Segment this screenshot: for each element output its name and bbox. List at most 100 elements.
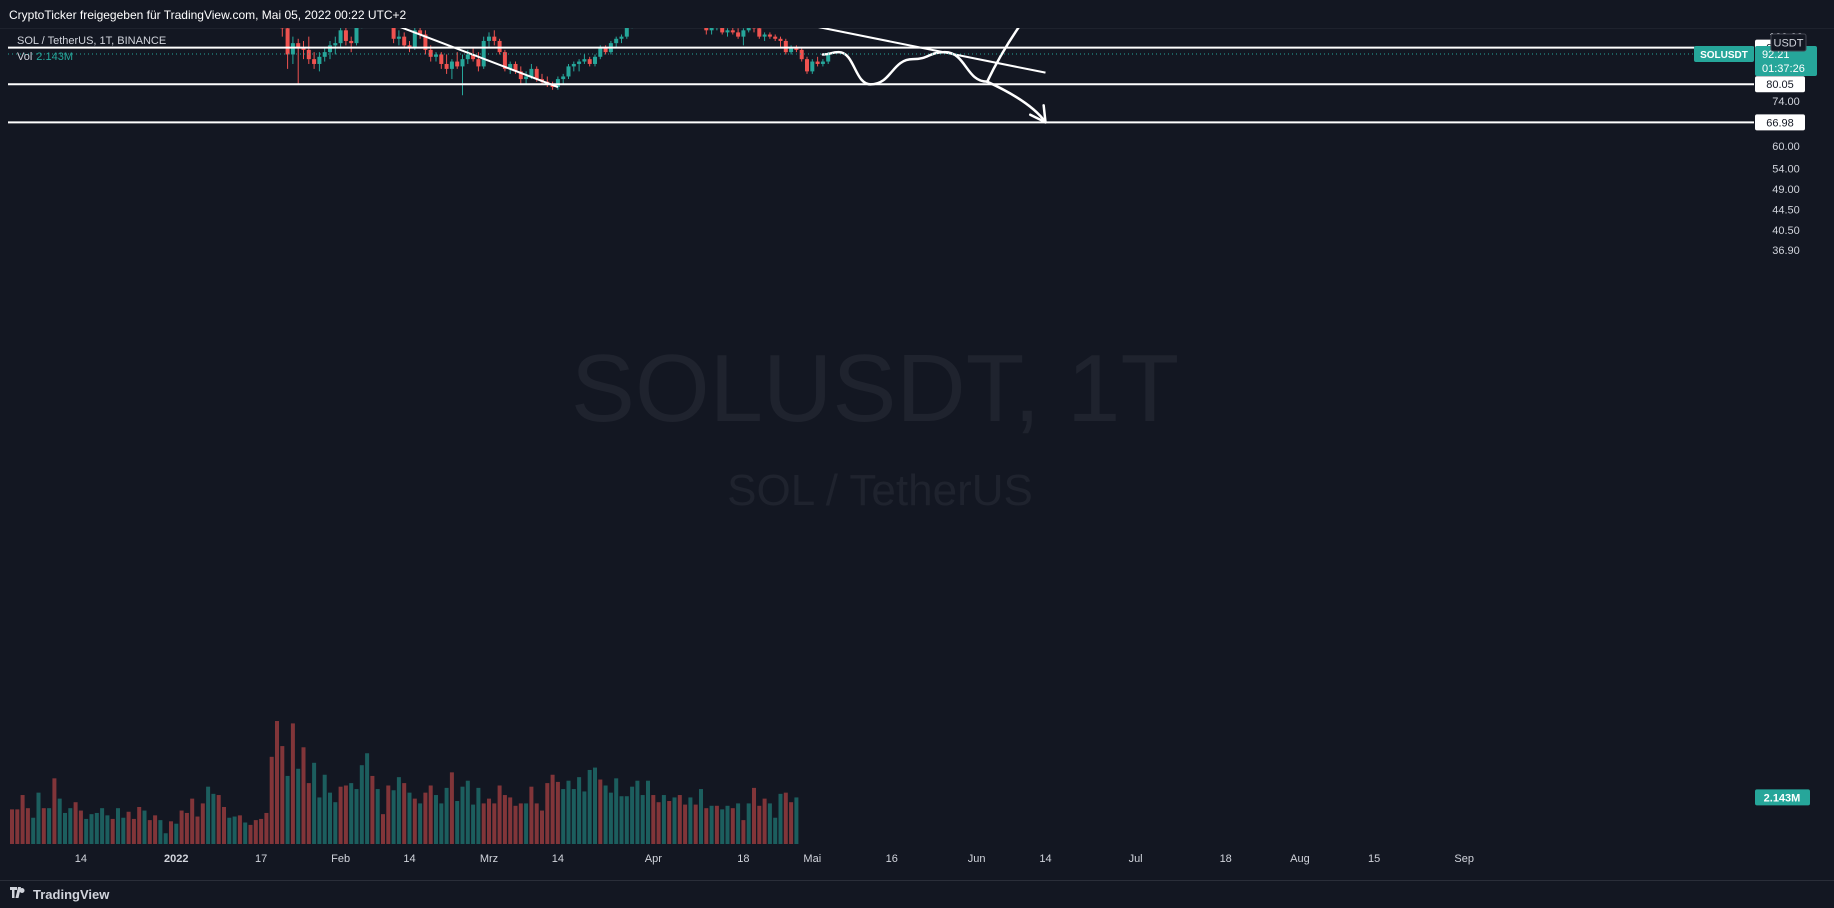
volume-bar xyxy=(217,795,221,844)
volume-bar xyxy=(466,781,470,844)
candle-body xyxy=(349,41,353,43)
volume-bar xyxy=(270,757,274,844)
volume-bar xyxy=(84,819,88,844)
candle-body xyxy=(455,62,459,67)
volume-bar xyxy=(731,808,735,844)
time-axis-label: 16 xyxy=(886,853,898,865)
countdown-label: 01:37:26 xyxy=(1762,63,1805,75)
volume-bar xyxy=(259,819,263,844)
time-axis-label: Feb xyxy=(331,853,350,865)
volume-bar xyxy=(620,796,624,844)
candle-body xyxy=(317,57,321,64)
volume-bar xyxy=(763,799,767,844)
time-axis-label: Sep xyxy=(1454,853,1474,865)
candle-body xyxy=(821,62,825,64)
time-axis-label: Mai xyxy=(803,853,821,865)
candle-body xyxy=(450,62,454,69)
candle-body xyxy=(344,30,348,41)
candle-body xyxy=(498,41,502,52)
volume-bar xyxy=(678,795,682,844)
volume-bar xyxy=(312,763,316,844)
projection-arrow-up xyxy=(987,28,1056,82)
candle-body xyxy=(816,62,820,64)
volume-bar xyxy=(439,803,443,844)
time-axis-label: 14 xyxy=(1039,853,1051,865)
volume-bar xyxy=(519,803,523,844)
time-axis-label: 17 xyxy=(255,853,267,865)
candle-body xyxy=(731,30,735,32)
price-chart[interactable]: SOLUSDT, 1T SOL / TetherUS 246.24229.391… xyxy=(0,28,1834,880)
volume-bar xyxy=(747,803,751,844)
volume-bar xyxy=(243,823,247,844)
candle-body xyxy=(286,28,290,54)
level-price-label: 80.05 xyxy=(1766,79,1794,91)
volume-bar xyxy=(307,783,311,844)
tradingview-logo-text[interactable]: TradingView xyxy=(33,887,109,902)
volume-bar xyxy=(699,789,703,844)
trendline xyxy=(12,28,1046,73)
volume-bar xyxy=(58,799,62,844)
volume-value-label: 2.143M xyxy=(1764,792,1801,804)
candle-body xyxy=(487,37,491,41)
candle-body xyxy=(466,54,470,59)
volume-bar xyxy=(42,808,46,844)
share-caption: CryptoTicker freigegeben für TradingView… xyxy=(9,8,406,22)
volume-bar xyxy=(625,796,629,844)
volume-bar xyxy=(514,806,518,844)
volume-bar xyxy=(105,815,109,844)
volume-bar xyxy=(63,813,67,844)
volume-bar xyxy=(381,814,385,844)
chart-canvas[interactable]: SOLUSDT, 1T SOL / TetherUS 246.24229.391… xyxy=(0,28,1834,880)
candle-body xyxy=(805,59,809,71)
price-axis-tick: 40.50 xyxy=(1772,225,1800,237)
volume-bar xyxy=(657,802,661,844)
volume-bar xyxy=(598,780,602,844)
candle-body xyxy=(710,28,714,30)
price-axis-tick: 54.00 xyxy=(1772,163,1800,175)
time-axis-label: Jul xyxy=(1129,853,1143,865)
volume-bar xyxy=(757,806,761,844)
time-axis-label: 14 xyxy=(403,853,415,865)
candle-body xyxy=(598,48,602,57)
candle-body xyxy=(757,28,761,36)
volume-bar xyxy=(190,799,194,844)
volume-bar xyxy=(641,795,645,844)
candle-body xyxy=(588,59,592,64)
volume-bar xyxy=(736,803,740,844)
time-axis-label: 15 xyxy=(1368,853,1380,865)
time-axis-label: 18 xyxy=(1220,853,1232,865)
time-axis-label: 14 xyxy=(75,853,87,865)
candle-body xyxy=(291,43,295,54)
volume-bar xyxy=(111,819,115,844)
symbol-legend[interactable]: SOL / TetherUS, 1T, BINANCE xyxy=(17,35,166,47)
candle-body xyxy=(339,30,343,43)
candle-body xyxy=(323,52,327,57)
volume-bar xyxy=(572,789,576,844)
volume-bar xyxy=(233,817,237,844)
volume-bar xyxy=(349,783,353,844)
projection-arrow-down xyxy=(987,82,1045,123)
volume-bar xyxy=(169,821,173,844)
candle-body xyxy=(614,39,618,43)
volume-bar xyxy=(370,776,374,844)
volume-bar xyxy=(768,803,772,844)
price-axis-tick: 74.00 xyxy=(1772,96,1800,108)
volume-bar xyxy=(524,803,528,844)
price-axis-tick: 49.00 xyxy=(1772,184,1800,196)
volume-bar xyxy=(21,795,25,844)
candle-body xyxy=(741,30,745,36)
volume-bar xyxy=(355,789,359,844)
volume-bar xyxy=(254,820,258,844)
currency-badge[interactable]: USDT xyxy=(1771,34,1806,51)
volume-bar xyxy=(392,790,396,844)
currency-badge-label: USDT xyxy=(1774,38,1804,50)
price-axis-tick: 60.00 xyxy=(1772,141,1800,153)
candle-body xyxy=(625,28,629,37)
time-axis-label: Apr xyxy=(645,853,662,865)
candle-body xyxy=(461,59,465,66)
volume-bar xyxy=(275,721,279,844)
volume-bar xyxy=(720,809,724,844)
volume-bar xyxy=(397,777,401,844)
volume-bar xyxy=(683,805,687,844)
